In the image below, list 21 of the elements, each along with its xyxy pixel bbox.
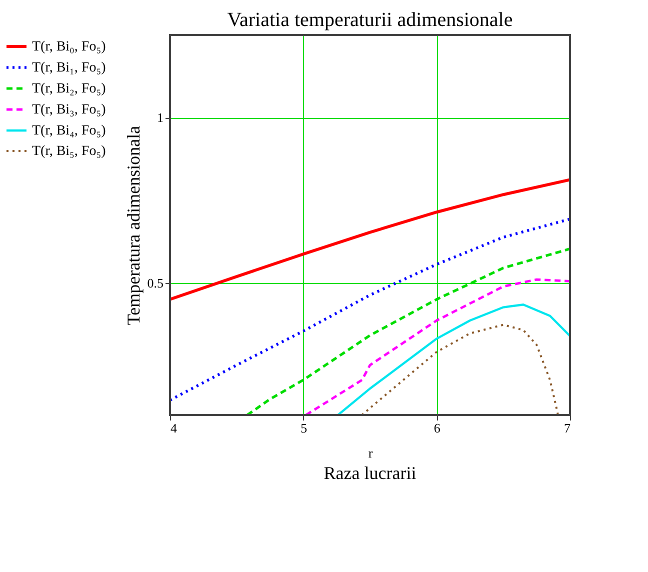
chart-title: Variatia temperaturii adimensionale [227, 9, 513, 31]
text: Raza lucrarii [324, 463, 416, 483]
line-series [336, 304, 570, 415]
y-tick-label: 0.5 [147, 275, 164, 290]
line-series [361, 324, 559, 415]
legend-label: T(r, Bi₅, Fo₅) [32, 144, 106, 159]
x-tick-label: 6 [434, 420, 441, 436]
legend-label: T(r, Bi₀, Fo₅) [32, 40, 106, 54]
y-axis-title: Temperatura adimensionala [123, 126, 144, 326]
x-tick-label: 5 [300, 420, 308, 436]
x-tick-label: 7 [564, 420, 571, 436]
legend-label: T(r, Bi₁, Fo₅) [32, 60, 106, 76]
line-series [304, 278, 570, 415]
x-axis-title: r [368, 446, 374, 460]
legend-label: T(r, Bi₄, Fo₅) [32, 124, 106, 138]
legend-label: T(r, Bi₃, Fo₅) [32, 102, 106, 118]
x-tick-label: 4 [170, 420, 178, 436]
legend-label: T(r, Bi₂, Fo₅) [32, 82, 106, 96]
line-series [170, 178, 570, 301]
line-series [170, 218, 570, 402]
y-tick-label: 1 [157, 110, 164, 126]
